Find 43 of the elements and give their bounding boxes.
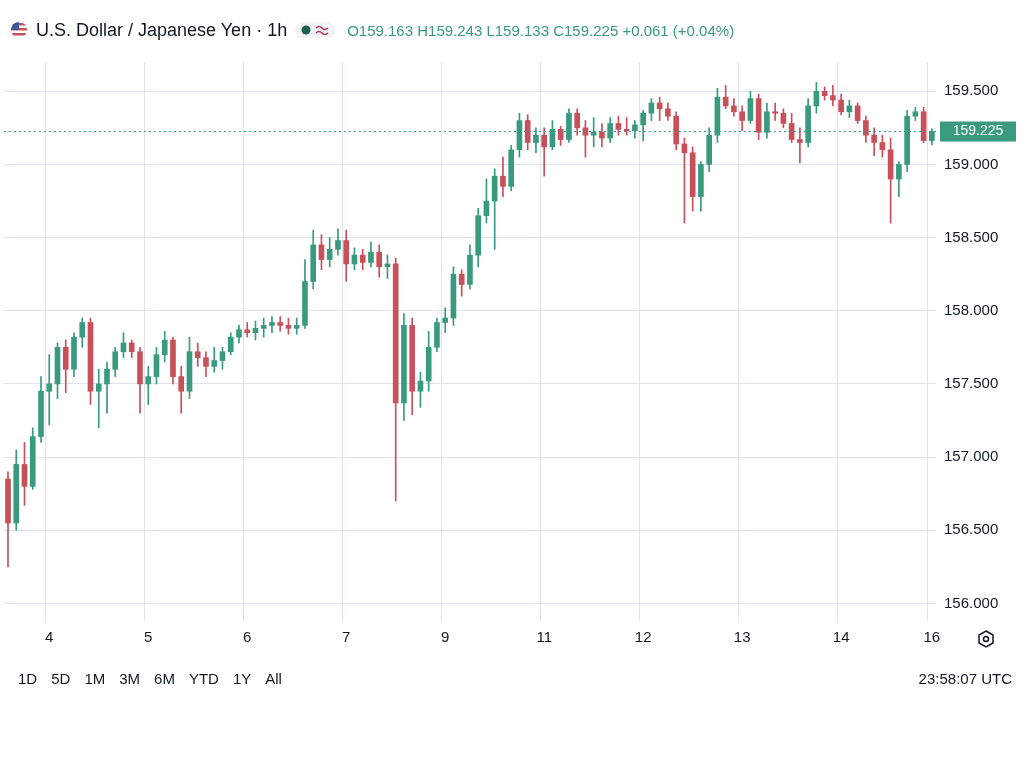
- text: 3M: [119, 670, 141, 687]
- text: 6M: [154, 670, 175, 687]
- candlestick: [145, 366, 152, 405]
- text: O159.163 H159.243 L159.133 C159.225 +0.061 (+0.04%): [347, 21, 735, 39]
- text: 23:58:07 UTC: [918, 670, 1012, 687]
- candlestick: [269, 316, 275, 334]
- text: 1Y: [232, 670, 252, 687]
- x-tick-label: 4: [45, 628, 54, 646]
- y-tick-label: 158.500: [944, 227, 999, 245]
- x-tick-label: 9: [441, 628, 450, 646]
- candlestick: [797, 127, 803, 164]
- x-tick-label: 7: [342, 628, 351, 646]
- candlestick: [293, 317, 300, 335]
- x-tick-label: 16: [923, 628, 941, 646]
- candlestick: [46, 354, 53, 426]
- text: All: [265, 670, 282, 687]
- candlestick: [211, 347, 218, 373]
- y-tick-label: 156.500: [944, 520, 999, 538]
- x-tick-label: 12: [634, 628, 652, 646]
- chart-title: U.S. Dollar / Japanese Yen · 1h: [36, 19, 288, 41]
- x-tick-label: 5: [144, 628, 153, 646]
- text: YTD: [188, 670, 219, 687]
- x-tick-label: 14: [832, 628, 850, 646]
- y-tick-label: 157.500: [944, 374, 999, 392]
- y-tick-label: 157.000: [944, 447, 999, 465]
- candlestick: [830, 85, 836, 107]
- candlestick: [442, 307, 449, 334]
- text: 1D: [18, 670, 38, 687]
- candlestick: [277, 316, 284, 332]
- y-tick-label: 158.000: [944, 300, 999, 318]
- candlestick: [599, 123, 605, 148]
- y-tick-label: 156.000: [944, 593, 999, 611]
- y-tick-label: 159.500: [944, 81, 999, 99]
- text: 5D: [51, 670, 71, 687]
- candlestick: [95, 368, 102, 429]
- y-tick-label: 159.000: [944, 154, 999, 172]
- ref-line-label: 159.225: [952, 122, 1004, 139]
- candlestick: [260, 317, 267, 338]
- candlestick: [772, 102, 778, 121]
- x-tick-label: 6: [243, 628, 252, 646]
- x-tick-label: 11: [536, 628, 552, 646]
- x-tick-label: 13: [733, 628, 751, 646]
- text: 1M: [84, 670, 106, 687]
